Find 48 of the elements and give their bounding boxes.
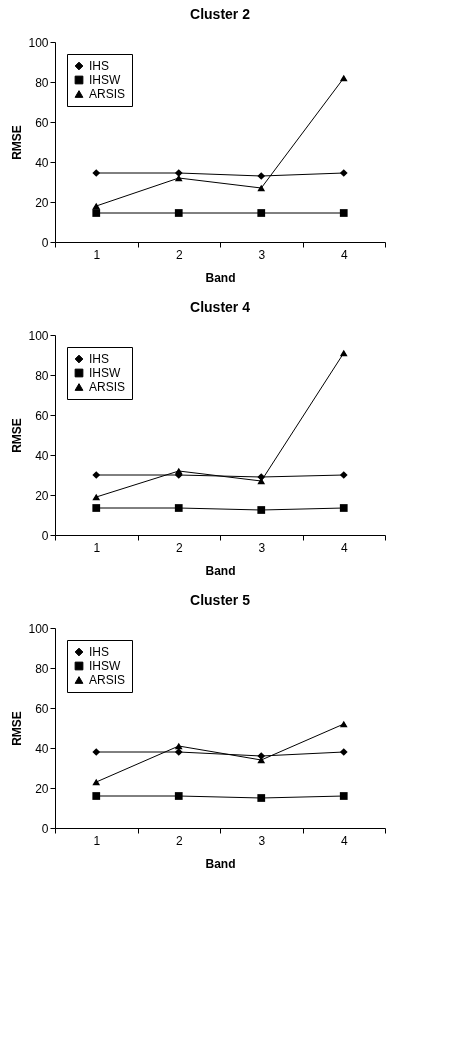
x-tick-label: 4 <box>340 833 348 848</box>
legend-label: ARSIS <box>89 87 126 101</box>
legend-label: ARSIS <box>89 380 126 394</box>
y-axis-title: RMSE <box>10 711 25 746</box>
x-tick-label: 1 <box>93 833 101 848</box>
y-axis-title: RMSE <box>10 125 25 160</box>
y-tick-label: 80 <box>35 75 49 90</box>
y-tick-label: 100 <box>28 328 49 343</box>
x-tick-label: 2 <box>175 247 183 262</box>
y-tick-label: 0 <box>41 235 49 250</box>
y-tick-label: 20 <box>35 781 49 796</box>
legend-label: IHS <box>89 352 110 366</box>
x-tick-label: 3 <box>258 247 266 262</box>
y-tick-label: 80 <box>35 368 49 383</box>
x-tick-label: 3 <box>258 833 266 848</box>
x-tick-label: 1 <box>93 540 101 555</box>
y-tick-label: 60 <box>35 115 49 130</box>
chart-title: Cluster 4 <box>190 299 251 315</box>
x-tick-label: 2 <box>175 540 183 555</box>
y-axis-title: RMSE <box>10 418 25 453</box>
y-tick-label: 60 <box>35 701 49 716</box>
x-tick-label: 3 <box>258 540 266 555</box>
y-tick-label: 40 <box>35 448 49 463</box>
legend-label: IHS <box>89 59 110 73</box>
y-tick-label: 20 <box>35 488 49 503</box>
chart-title: Cluster 5 <box>190 592 251 608</box>
y-tick-label: 100 <box>28 35 49 50</box>
legend-label: IHSW <box>89 659 121 673</box>
legend-label: IHSW <box>89 73 121 87</box>
legend-label: IHS <box>89 645 110 659</box>
y-tick-label: 20 <box>35 195 49 210</box>
x-axis-title: Band <box>205 563 236 578</box>
y-tick-label: 80 <box>35 661 49 676</box>
x-tick-label: 2 <box>175 833 183 848</box>
chart-title: Cluster 2 <box>190 6 251 22</box>
y-tick-label: 0 <box>41 821 49 836</box>
x-axis-title: Band <box>205 270 236 285</box>
y-tick-label: 60 <box>35 408 49 423</box>
y-tick-label: 100 <box>28 621 49 636</box>
y-tick-label: 40 <box>35 741 49 756</box>
legend-label: ARSIS <box>89 673 126 687</box>
y-tick-label: 0 <box>41 528 49 543</box>
x-tick-label: 1 <box>93 247 101 262</box>
x-tick-label: 4 <box>340 247 348 262</box>
y-tick-label: 40 <box>35 155 49 170</box>
x-axis-title: Band <box>205 856 236 871</box>
x-tick-label: 4 <box>340 540 348 555</box>
legend-label: IHSW <box>89 366 121 380</box>
